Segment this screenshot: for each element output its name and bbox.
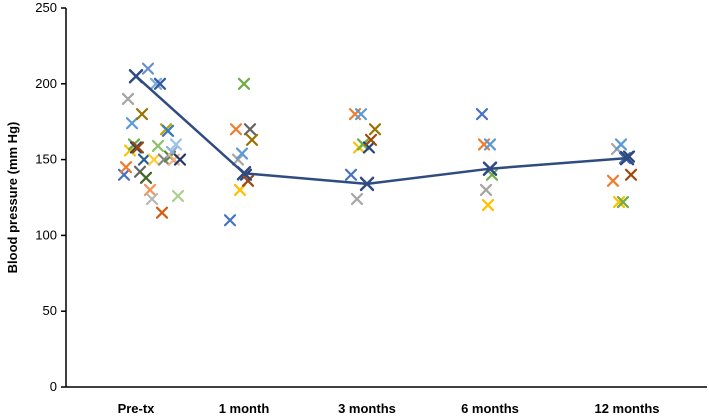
y-tick-label: 200	[35, 76, 57, 91]
data-point	[155, 206, 169, 219]
data-point	[624, 168, 638, 181]
mean-line-path	[135, 75, 628, 186]
data-point	[616, 195, 630, 209]
data-point	[145, 192, 159, 206]
data-point	[243, 123, 257, 136]
mean-point	[619, 150, 635, 166]
data-point	[135, 108, 149, 121]
y-axis: 0 50 100 150 200 250	[35, 0, 67, 394]
data-point	[125, 117, 139, 130]
data-point	[231, 153, 245, 166]
data-point	[229, 123, 243, 136]
data-point	[173, 153, 187, 166]
data-point	[483, 138, 497, 151]
y-axis-title: Blood pressure (mm Hg)	[5, 122, 20, 274]
data-point	[612, 195, 626, 209]
data-point	[171, 189, 185, 203]
y-tick-label: 250	[35, 0, 57, 15]
x-category-label: 12 months	[594, 401, 659, 416]
data-point	[129, 141, 143, 154]
data-point	[245, 133, 259, 146]
data-point	[137, 153, 151, 166]
y-tick-label: 50	[43, 303, 57, 318]
x-category-label: 1 month	[219, 401, 270, 416]
data-point	[481, 198, 495, 212]
data-point	[169, 138, 183, 151]
data-point	[479, 183, 493, 197]
data-point	[350, 192, 364, 206]
x-category-label: 6 months	[461, 401, 519, 416]
data-point	[123, 144, 137, 157]
x-axis: Pre-tx 1 month 3 months 6 months 12 months	[66, 386, 707, 416]
data-point	[223, 214, 237, 227]
y-tick-label: 0	[50, 379, 57, 394]
x-category-label: 3 months	[338, 401, 396, 416]
data-point	[149, 77, 163, 90]
data-point	[614, 138, 628, 151]
data-point	[161, 124, 175, 137]
data-point	[131, 141, 145, 154]
data-point	[344, 168, 358, 181]
data-point	[139, 171, 153, 184]
data-point	[119, 161, 133, 174]
y-tick-label: 150	[35, 152, 57, 167]
y-tick-label: 100	[35, 227, 57, 242]
data-point	[235, 147, 249, 160]
data-point	[364, 133, 378, 146]
data-point	[354, 108, 368, 121]
data-point	[237, 77, 251, 90]
x-category-label: Pre-tx	[118, 401, 156, 416]
data-point	[368, 123, 382, 136]
data-point	[356, 138, 370, 151]
mean-point	[128, 68, 144, 84]
data-point	[153, 77, 167, 90]
data-point	[151, 139, 165, 153]
data-point	[241, 174, 255, 187]
data-point	[141, 62, 155, 75]
data-point	[475, 108, 489, 121]
data-point	[606, 174, 620, 187]
data-points	[117, 62, 638, 227]
data-point	[147, 153, 161, 166]
mean-point	[236, 165, 252, 181]
mean-point	[482, 161, 498, 176]
mean-point	[359, 176, 375, 192]
mean-line	[128, 68, 635, 192]
data-point	[121, 92, 135, 106]
